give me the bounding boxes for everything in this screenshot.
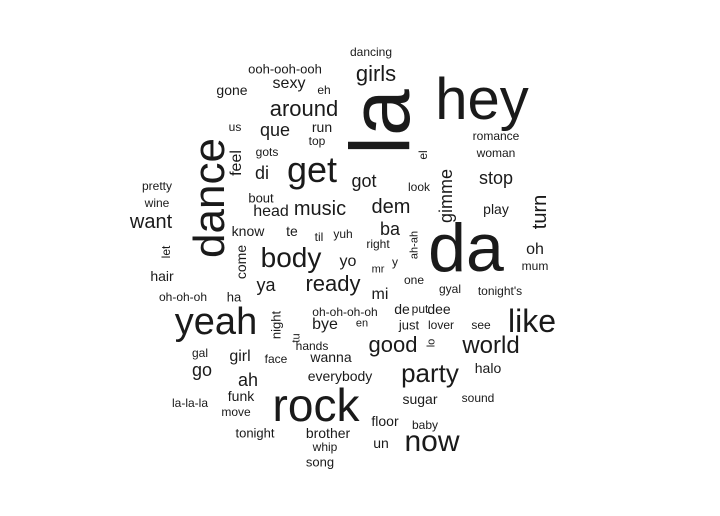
word-en: en [355, 317, 369, 330]
word-sugar: sugar [402, 391, 438, 407]
word-halo: halo [474, 360, 502, 376]
word-know: know [231, 223, 265, 239]
word-tonight: tonight [235, 425, 275, 441]
word-wine: wine [144, 196, 170, 210]
word-let: let [159, 245, 173, 259]
word-see: see [471, 318, 491, 332]
word-que: que [259, 120, 291, 140]
word-turn: turn [529, 194, 551, 230]
word-run: run [311, 119, 333, 135]
word-gal: gal [191, 346, 209, 360]
word-sound: sound [461, 391, 495, 405]
word-la: la [333, 89, 427, 155]
word-rock: rock [272, 379, 360, 431]
word-girls: girls [355, 61, 397, 86]
word-romance: romance [472, 129, 520, 143]
word-like: like [507, 303, 557, 339]
word-yeah: yeah [174, 301, 258, 343]
word-whip: whip [312, 440, 338, 454]
word-gyal: gyal [438, 282, 462, 296]
word-baby: baby [411, 418, 439, 432]
word-ooh-ooh-ooh: ooh-ooh-ooh [248, 61, 322, 77]
word-el: el [416, 150, 430, 160]
word-everybody: everybody [307, 368, 373, 384]
word-lo: lo [425, 338, 438, 348]
word-de: de [394, 301, 410, 317]
word-face: face [264, 352, 288, 366]
word-move: move [221, 405, 251, 419]
word-mum: mum [521, 259, 549, 273]
word-ha: ha [226, 289, 242, 305]
word-la-la-la: la-la-la [171, 396, 209, 410]
word-di: di [254, 163, 270, 183]
word-hey: hey [435, 67, 529, 132]
word-ah-ah: ah-ah [408, 230, 421, 260]
word-dee: dee [427, 301, 451, 317]
word-world: world [462, 332, 520, 359]
word-head: head [253, 203, 289, 220]
word-eh: eh [317, 83, 331, 97]
word-hands: hands [295, 339, 329, 353]
word-oh-oh-oh: oh-oh-oh [158, 290, 208, 304]
word-hair: hair [150, 268, 174, 284]
word-un: un [373, 435, 389, 451]
word-yuh: yuh [333, 227, 353, 241]
word-around: around [269, 96, 339, 121]
word-te: te [286, 223, 298, 239]
word-ready: ready [305, 271, 361, 296]
word-dem: dem [371, 196, 411, 218]
word-bout: bout [248, 190, 274, 206]
word-woman: woman [476, 146, 516, 160]
word-lover: lover [427, 318, 455, 332]
word-stop: stop [478, 168, 514, 188]
word-gimme: gimme [436, 168, 456, 224]
word-look: look [407, 180, 431, 194]
word-oh: oh [526, 241, 544, 258]
word-music: music [293, 198, 347, 220]
word-gone: gone [216, 82, 248, 98]
word-get: get [286, 149, 338, 190]
word-now: now [404, 425, 460, 458]
word-brother: brother [305, 425, 351, 441]
word-body: body [260, 242, 322, 273]
word-dancing: dancing [349, 45, 393, 59]
word-feel: feel [228, 150, 245, 176]
word-girl: girl [229, 348, 251, 365]
word-top: top [308, 134, 326, 148]
word-mi: mi [371, 286, 389, 303]
word-go: go [191, 360, 213, 380]
word-oh-oh-oh-oh: oh-oh-oh-oh [312, 305, 378, 319]
word-funk: funk [227, 388, 255, 404]
word-ya: ya [256, 275, 276, 295]
word-want: want [129, 211, 173, 233]
word-tonight-s: tonight's [477, 284, 523, 298]
word-got: got [351, 171, 377, 191]
word-y: y [392, 255, 398, 269]
word-come: come [233, 244, 249, 280]
word-play: play [483, 201, 509, 217]
word-party: party [401, 358, 459, 388]
word-ba: ba [379, 219, 401, 239]
word-good: good [368, 332, 418, 357]
word-til: til [314, 230, 324, 244]
word-gots: gots [255, 145, 279, 159]
word-pretty: pretty [141, 179, 173, 193]
word-wanna: wanna [310, 349, 352, 365]
word-da: da [428, 210, 504, 286]
word-just: just [398, 317, 420, 333]
word-us: us [228, 120, 242, 134]
word-put: put [411, 302, 429, 316]
word-song: song [305, 454, 335, 470]
word-sexy: sexy [272, 75, 306, 92]
word-bye: bye [312, 316, 338, 333]
word-yo: yo [339, 253, 357, 270]
word-floor: floor [371, 413, 399, 429]
word-night: night [268, 310, 284, 340]
word-dance: dance [185, 138, 234, 258]
word-right: right [366, 237, 390, 251]
word-ah: ah [237, 370, 259, 390]
word-mr: mr [371, 263, 385, 276]
word-one: one [403, 273, 425, 287]
